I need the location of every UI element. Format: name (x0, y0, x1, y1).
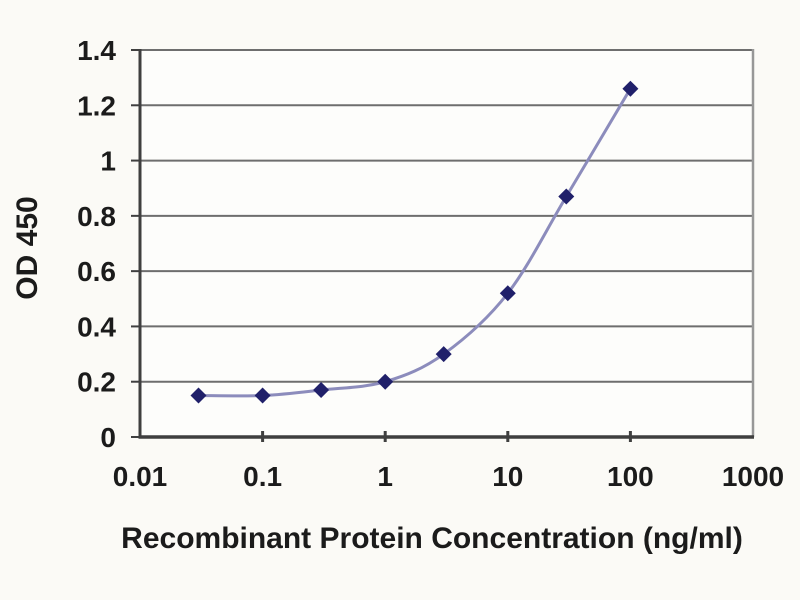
data-point-marker (435, 346, 452, 363)
x-tick-label: 1 (377, 461, 393, 492)
y-axis-title: OD 450 (11, 196, 44, 300)
data-point-marker (313, 382, 330, 399)
y-tick-label: 1.4 (77, 35, 116, 66)
data-point-marker (377, 373, 394, 390)
x-tick-label: 0.1 (243, 461, 282, 492)
y-tick-label: 0 (100, 422, 116, 453)
data-point-marker (254, 387, 271, 404)
y-tick-label: 0.2 (77, 367, 116, 398)
plot-background (140, 50, 753, 437)
y-tick-label: 0.8 (77, 201, 116, 232)
x-axis-title: Recombinant Protein Concentration (ng/ml… (121, 522, 743, 555)
y-tick-label: 0.6 (77, 256, 116, 287)
x-tick-label: 100 (607, 461, 654, 492)
data-point-marker (190, 387, 207, 404)
x-tick-label: 1000 (722, 461, 784, 492)
x-tick-label: 10 (492, 461, 523, 492)
data-point-marker (622, 80, 639, 97)
data-point-marker (558, 188, 575, 205)
y-tick-label: 0.4 (77, 311, 116, 342)
y-tick-label: 1 (100, 146, 116, 177)
x-tick-label: 0.01 (113, 461, 168, 492)
data-point-marker (499, 285, 516, 302)
y-tick-label: 1.2 (77, 90, 116, 121)
